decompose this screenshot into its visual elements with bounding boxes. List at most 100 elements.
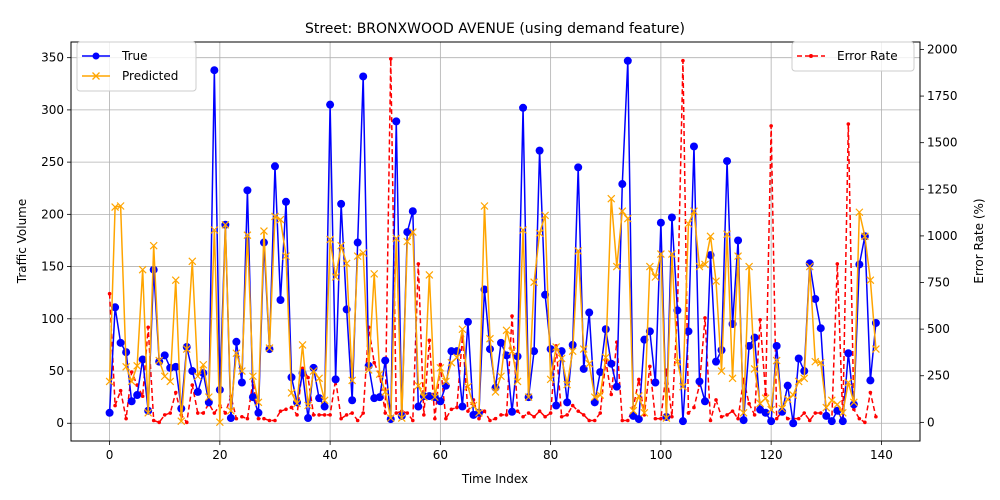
data-point-predicted <box>458 325 467 334</box>
data-point-error-rate <box>863 420 867 425</box>
data-point-error-rate <box>422 413 426 417</box>
data-point-true <box>689 142 698 151</box>
y2-tick-label: 2000 <box>927 42 958 56</box>
data-point-true <box>458 402 467 411</box>
data-point-true <box>331 375 340 384</box>
data-point-error-rate <box>681 58 685 63</box>
data-point-predicted <box>712 277 720 286</box>
data-point-true <box>822 411 831 420</box>
legend-error-label: Error Rate <box>837 49 898 63</box>
data-point-true <box>276 295 285 304</box>
data-point-true <box>265 345 274 354</box>
data-point-error-rate <box>477 416 481 421</box>
data-point-true <box>563 398 572 407</box>
data-point-true <box>772 341 781 350</box>
data-point-true <box>508 407 517 416</box>
data-point-predicted <box>612 262 621 271</box>
data-point-predicted <box>590 393 599 402</box>
legend-predicted-marker <box>92 72 100 80</box>
data-point-error-rate <box>730 409 735 413</box>
data-point-true <box>282 197 291 206</box>
y-axis-title: Traffic Volume <box>15 199 29 285</box>
data-point-error-rate <box>515 409 520 413</box>
data-point-error-rate <box>195 411 200 415</box>
data-point-predicted <box>541 211 550 220</box>
data-point-predicted <box>441 377 450 386</box>
data-point-true <box>359 72 368 81</box>
data-point-predicted <box>397 414 406 422</box>
data-point-error-rate <box>124 416 128 421</box>
data-point-predicted <box>309 367 318 375</box>
data-point-true <box>816 324 825 333</box>
data-point-error-rate <box>416 262 421 266</box>
data-point-predicted <box>844 378 853 387</box>
data-point-error-rate <box>322 413 327 417</box>
data-point-error-rate <box>151 418 156 423</box>
data-point-true <box>745 341 754 350</box>
data-point-predicted <box>287 389 296 397</box>
data-point-predicted <box>866 276 875 285</box>
data-point-error-rate <box>774 416 779 421</box>
series-layer <box>105 56 880 428</box>
data-point-true <box>270 162 279 171</box>
data-point-true <box>656 218 665 227</box>
data-point-predicted <box>838 408 847 417</box>
data-point-predicted <box>524 393 533 402</box>
data-point-predicted <box>794 377 803 386</box>
data-point-error-rate <box>162 413 167 417</box>
data-point-error-rate <box>620 418 625 423</box>
data-point-true <box>309 363 318 372</box>
series-predicted <box>105 194 880 427</box>
data-point-predicted <box>452 353 461 362</box>
data-point-predicted <box>767 405 776 414</box>
series-line-predicted <box>108 197 877 423</box>
data-point-predicted <box>144 408 153 417</box>
data-point-error-rate <box>190 383 195 387</box>
data-point-error-rate <box>328 413 332 417</box>
data-point-predicted <box>563 380 572 389</box>
data-point-predicted <box>177 417 186 426</box>
data-point-true <box>849 400 858 409</box>
data-point-predicted <box>822 403 831 412</box>
data-point-error-rate <box>234 416 239 421</box>
data-point-predicted <box>419 393 428 402</box>
data-point-true <box>232 337 241 346</box>
data-point-error-rate <box>637 377 641 382</box>
data-point-error-rate <box>355 418 360 423</box>
data-point-predicted <box>690 207 698 216</box>
data-point-error-rate <box>223 411 228 415</box>
data-point-error-rate <box>548 411 553 415</box>
data-point-predicted <box>215 418 224 427</box>
data-point-predicted <box>221 220 230 229</box>
data-point-predicted <box>188 257 197 266</box>
data-point-true <box>855 260 864 269</box>
data-point-predicted <box>491 387 500 396</box>
data-point-error-rate <box>526 411 531 415</box>
data-point-true <box>243 186 252 195</box>
data-point-predicted <box>634 392 643 401</box>
x-tick-label: 40 <box>322 448 337 462</box>
data-point-true <box>712 357 721 366</box>
data-point-predicted <box>816 358 825 367</box>
data-point-true <box>618 180 627 189</box>
y2-tick-label: 1000 <box>927 229 958 243</box>
y2-tick-label: 750 <box>927 276 950 290</box>
data-point-predicted <box>386 414 395 422</box>
data-point-predicted <box>232 349 241 358</box>
data-point-true <box>304 414 313 423</box>
data-point-predicted <box>204 393 213 402</box>
data-point-true <box>315 394 324 403</box>
data-point-error-rate <box>499 413 503 417</box>
data-point-true <box>111 303 120 312</box>
data-point-error-rate <box>598 411 603 415</box>
data-point-predicted <box>607 194 616 203</box>
data-point-predicted <box>414 381 423 390</box>
data-point-true <box>348 396 357 405</box>
legend-right-frame <box>791 41 915 72</box>
data-point-predicted <box>739 408 748 417</box>
data-point-true <box>838 417 847 426</box>
data-point-error-rate <box>411 418 415 423</box>
legend-true-marker <box>92 52 100 60</box>
data-point-true <box>678 417 687 426</box>
data-point-predicted <box>789 391 798 399</box>
